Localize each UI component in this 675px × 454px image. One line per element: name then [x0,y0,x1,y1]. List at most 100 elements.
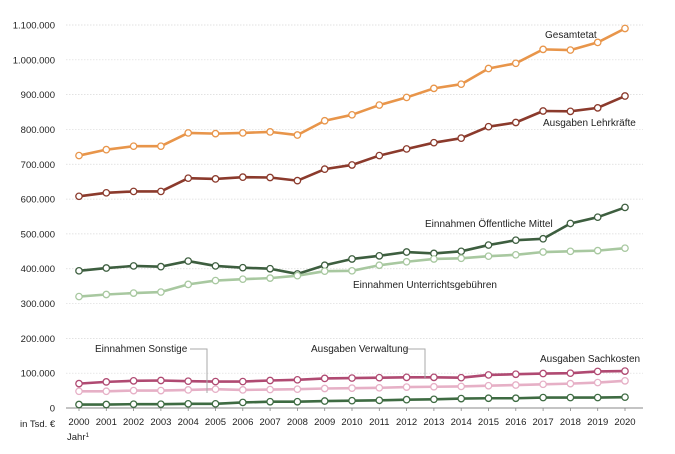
data-point [102,188,111,197]
data-point [430,138,438,147]
y-tick-label: 1.000.000 [13,55,55,66]
data-point [402,395,411,404]
data-point [402,257,411,266]
data-point [238,386,247,394]
data-point [184,377,193,386]
y-tick-label: 0 [50,404,55,415]
data-point [457,247,466,256]
data-point [184,399,193,408]
x-tick-label: 2006 [232,417,253,428]
data-point [593,246,602,255]
data-point [293,131,302,139]
series-ausgaben-sachkosten [75,367,629,388]
data-point [566,379,575,388]
data-point [511,59,520,68]
x-axis-ticks: 2000 2001 2002 2003 2004 2005 2006 2007 2008 2009… [68,408,636,428]
y-tick-label: 200.000 [21,334,55,345]
data-point [102,264,111,272]
data-point [511,370,520,379]
data-point [375,151,384,160]
data-point [484,381,493,390]
data-point [430,255,438,263]
x-tick-label: 2003 [150,417,171,428]
data-point [102,400,111,409]
data-point [457,134,466,143]
data-point [293,397,302,406]
data-point [320,116,329,125]
data-point [157,400,165,409]
data-point [129,187,138,196]
data-point [511,381,520,389]
data-point [484,122,493,131]
x-tick-label: 2004 [178,417,199,428]
data-point [593,393,602,402]
data-point [293,176,302,185]
data-point [375,261,384,270]
data-point [157,187,165,196]
data-point [402,248,411,256]
data-point [266,128,274,136]
data-point [266,173,274,182]
y-tick-label: 900.000 [21,90,55,101]
data-point [375,383,384,392]
data-point [75,192,83,201]
data-point [566,46,575,54]
data-point [102,387,111,396]
data-point [184,386,193,394]
series-ausgaben-verwaltung [75,376,629,396]
data-point [238,263,247,272]
data-point [75,151,83,160]
data-point [375,251,384,260]
x-tick-label: 2011 [369,417,389,428]
data-point [293,375,302,384]
data-point [539,380,547,389]
series-label-gesamtetat: Gesamtetat [545,30,597,41]
data-point [266,264,274,273]
data-point [593,367,602,376]
series-einnahmen-sonstige [75,393,629,409]
data-point [157,262,165,271]
data-point [593,378,602,387]
data-point [621,244,629,253]
data-point [75,400,83,409]
series-labels: Gesamtetat Ausgaben Lehrkräfte Einnahmen… [95,30,640,365]
x-tick-label: 2000 [68,417,89,428]
data-point [320,165,329,173]
y-axis-ticks: 0 100.000 200.000 300.000 400.000 500.000 600.… [13,21,55,415]
data-point [293,385,302,394]
data-point [457,373,466,382]
data-point [402,373,411,382]
data-point [566,219,575,228]
data-point [484,394,493,403]
data-point [484,241,493,249]
data-point [430,395,438,404]
series-label-einnahmen-sonstige: Einnahmen Sonstige [95,344,188,355]
data-point [621,376,629,385]
data-point [238,275,247,284]
y-tick-label: 500.000 [21,229,55,240]
data-point [102,378,111,386]
data-point [539,234,547,243]
x-tick-label: 2015 [478,417,499,428]
data-point [566,107,575,116]
data-point [129,262,138,270]
series-label-einnahmen-unterrichtsgebuehren: Einnahmen Unterrichtsgebühren [353,280,497,291]
series-gesamtetat [75,24,629,160]
year-label: Jahr1 [67,432,89,443]
data-point [375,396,384,405]
data-point [238,129,247,137]
data-point [511,236,520,245]
series-label-ausgaben-sachkosten: Ausgaben Sachkosten [540,354,640,365]
data-point [157,288,165,296]
x-tick-label: 2016 [505,417,526,428]
series-einnahmen-ffentliche-mittel [75,203,629,278]
data-point [539,45,547,54]
leader-line-einnahmen-sonstige [190,348,208,393]
x-tick-label: 2009 [314,417,335,428]
data-point [75,266,83,275]
data-point [621,393,629,402]
data-point [266,385,274,394]
data-point [402,383,411,391]
x-tick-label: 2013 [423,417,444,428]
